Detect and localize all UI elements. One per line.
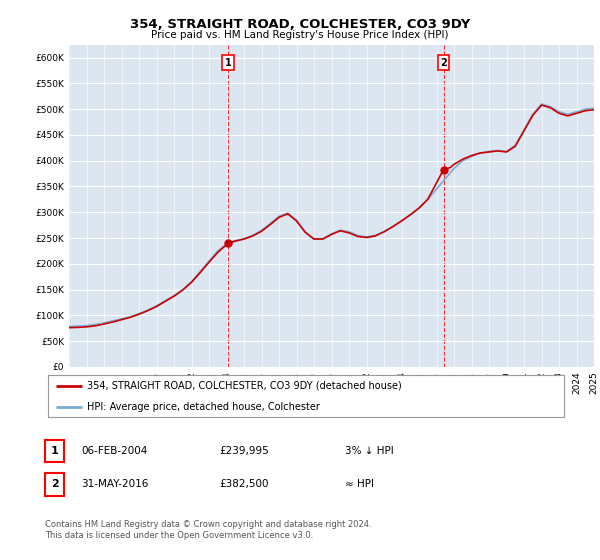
Text: 354, STRAIGHT ROAD, COLCHESTER, CO3 9DY (detached house): 354, STRAIGHT ROAD, COLCHESTER, CO3 9DY … <box>86 381 401 391</box>
Text: 1: 1 <box>51 446 58 456</box>
Text: £382,500: £382,500 <box>219 479 269 489</box>
Text: 31-MAY-2016: 31-MAY-2016 <box>81 479 148 489</box>
Text: 3% ↓ HPI: 3% ↓ HPI <box>345 446 394 456</box>
Text: £239,995: £239,995 <box>219 446 269 456</box>
Text: 2: 2 <box>440 58 447 68</box>
Text: ≈ HPI: ≈ HPI <box>345 479 374 489</box>
Text: HPI: Average price, detached house, Colchester: HPI: Average price, detached house, Colc… <box>86 402 320 412</box>
Text: 354, STRAIGHT ROAD, COLCHESTER, CO3 9DY: 354, STRAIGHT ROAD, COLCHESTER, CO3 9DY <box>130 17 470 31</box>
Text: Contains HM Land Registry data © Crown copyright and database right 2024.
This d: Contains HM Land Registry data © Crown c… <box>45 520 371 540</box>
Text: 06-FEB-2004: 06-FEB-2004 <box>81 446 148 456</box>
Text: 2: 2 <box>51 479 58 489</box>
Text: Price paid vs. HM Land Registry's House Price Index (HPI): Price paid vs. HM Land Registry's House … <box>151 30 449 40</box>
Text: 1: 1 <box>225 58 232 68</box>
